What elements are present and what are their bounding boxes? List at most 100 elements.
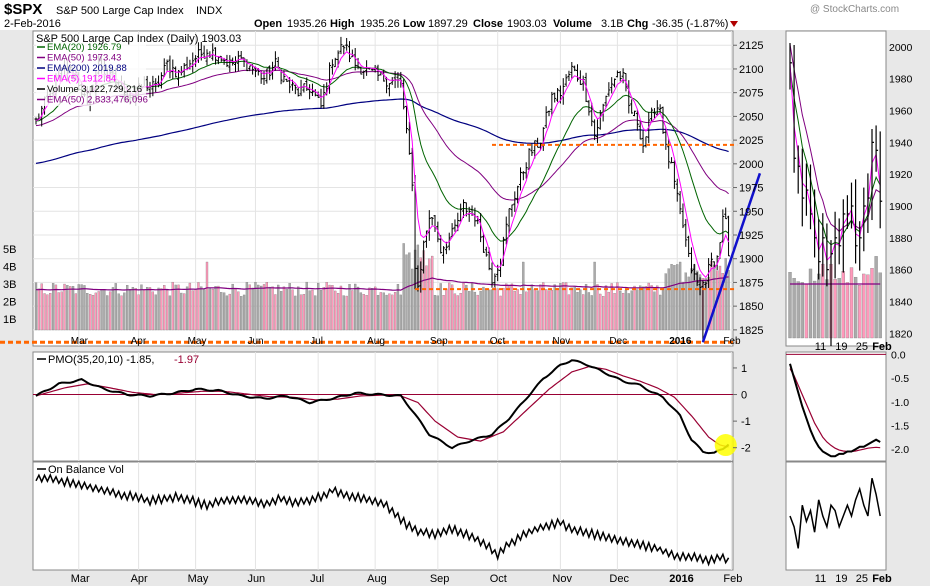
obv-title: On Balance Vol (48, 464, 124, 476)
volume-bar (593, 261, 596, 331)
volume-bar (450, 284, 454, 331)
volume-bar (664, 273, 667, 331)
volume-bar (562, 282, 565, 331)
zoom-pmo-tick-label: -2.0 (891, 444, 909, 456)
volume-bar (553, 284, 556, 331)
month-label: Apr (131, 336, 147, 347)
volume-bar (202, 289, 206, 331)
close-label: Close (473, 18, 503, 30)
volume-bar (382, 292, 385, 331)
month-label: Jul (310, 573, 324, 585)
volume-bar (379, 292, 383, 331)
volume-bar (411, 268, 414, 331)
volume-bar (659, 294, 662, 331)
zoom-volume-bar (845, 282, 850, 339)
volume-bar (670, 264, 673, 331)
high-value: 1935.26 (360, 18, 400, 30)
volume-bar (345, 295, 348, 331)
volume-bar (687, 276, 690, 331)
zoom-volume-bar (833, 279, 837, 339)
zoom-volume-bar (866, 274, 870, 339)
volume-bar (402, 243, 405, 331)
bottom-month-axis: Mar Apr May Jun Jul Aug Sep Oct Nov Dec 2016 Feb (71, 573, 743, 585)
volume-bar (678, 261, 682, 331)
volume-bar (473, 291, 477, 331)
volume-bar (490, 289, 494, 331)
zoom-volume-bar (796, 281, 800, 339)
volume-bar (123, 292, 126, 331)
volume-bar (428, 258, 431, 331)
volume-bar (108, 291, 112, 331)
zoom-volume-bar (849, 267, 854, 339)
volume-bar (97, 291, 100, 331)
volume-bar (556, 288, 559, 331)
volume-bar (385, 294, 388, 331)
volume-bar (54, 284, 58, 331)
volume-bar (445, 288, 448, 331)
volume-bar (217, 285, 220, 331)
volume-bar (439, 283, 442, 331)
volume-bar (240, 296, 243, 331)
ema5-line (35, 51, 730, 279)
volume-bar (468, 291, 471, 331)
volume-bar (231, 283, 234, 331)
zoom-price-tick-label: 1940 (889, 137, 913, 149)
pmo-tick-label: 0 (741, 390, 747, 402)
volume-bar (545, 289, 548, 331)
volume-bar (297, 286, 300, 331)
volume-bar (499, 295, 502, 331)
volume-bar (613, 293, 616, 331)
volume-bar (86, 293, 89, 331)
zoom-volume-bar (874, 256, 878, 339)
volume-bar (527, 289, 531, 331)
volume-bar (627, 293, 630, 331)
price-tick-label: 1850 (739, 301, 763, 313)
volume-bar (100, 289, 103, 331)
zoom-price-tick-label: 1900 (889, 201, 913, 213)
month-label: Mar (71, 336, 89, 347)
volume-bar (661, 287, 665, 331)
volume-bar (459, 292, 462, 331)
volume-bar (151, 291, 155, 331)
volume-bar (288, 283, 291, 331)
zoom-volume-bar (878, 272, 882, 339)
zoom-date-label: 11 (815, 573, 826, 585)
crossover-highlight (714, 434, 737, 457)
volume-bar (165, 290, 169, 331)
volume-bar (579, 289, 582, 331)
volume-bar (419, 257, 422, 331)
volume-bar (621, 293, 625, 331)
volume-bar (262, 284, 266, 331)
volume-bar (690, 268, 693, 331)
volume-bar (126, 285, 129, 331)
zoom-price-tick-label: 1920 (889, 169, 913, 181)
index-name: S&P 500 Large Cap Index (56, 5, 184, 17)
volume-bar (547, 290, 551, 331)
month-label: Aug (367, 336, 385, 347)
volume-bar (194, 289, 197, 331)
volume-bar (442, 295, 445, 331)
volume-bar (602, 296, 605, 331)
volume-bar (251, 287, 254, 331)
volume-bar (234, 289, 237, 331)
zoom-pmo-tick-label: -0.5 (891, 373, 909, 385)
zoom-price-tick-label: 2000 (889, 42, 913, 54)
month-label: Jun (247, 336, 263, 347)
month-label: Aug (367, 573, 387, 585)
volume-bar (80, 284, 83, 331)
volume-bar (630, 290, 633, 331)
volume-bar (205, 261, 209, 331)
volume-bar (40, 283, 43, 331)
volume-bar (567, 294, 571, 331)
volume-bar (616, 282, 619, 331)
volume-bar (590, 295, 593, 331)
volume-bar (37, 288, 40, 331)
volume-bar (311, 289, 314, 331)
low-label: Low (403, 18, 425, 30)
volume-ema-line (36, 276, 729, 291)
volume-bar (171, 281, 174, 331)
volume-bar (128, 289, 132, 331)
volume-bar (259, 285, 263, 331)
legend-entry: EMA(50) 2,833,476,096 (47, 95, 148, 106)
volume-bar (257, 284, 260, 331)
